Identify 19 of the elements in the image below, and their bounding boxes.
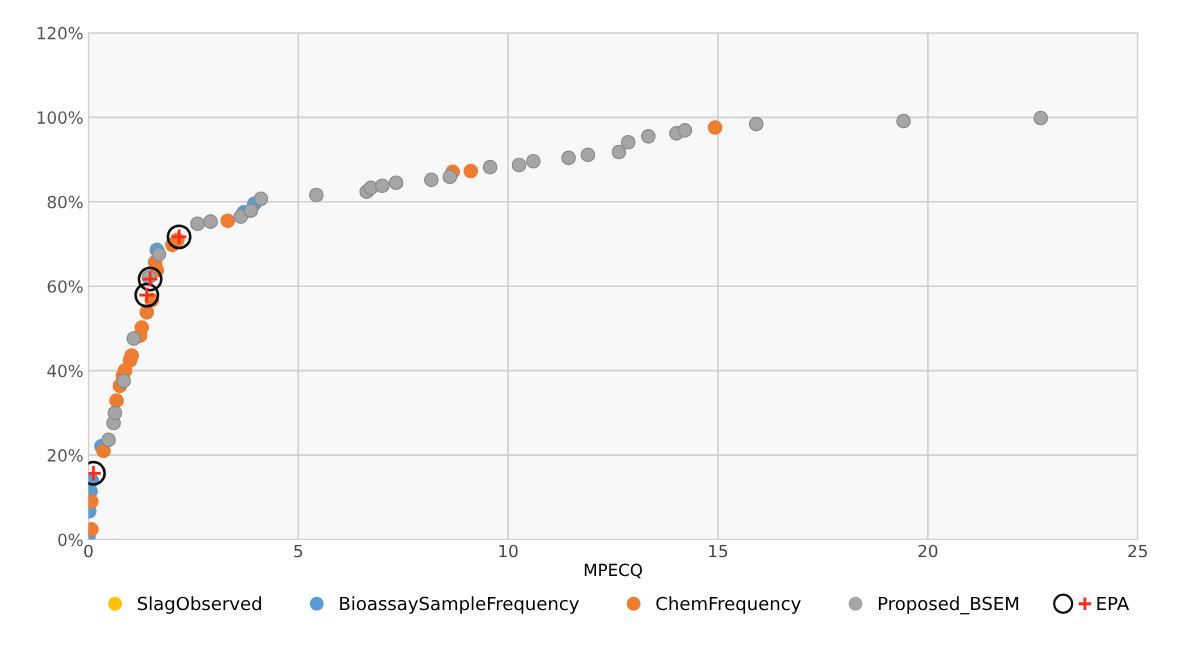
- y-tick-label: 120%: [37, 26, 83, 40]
- legend-label: EPA: [1097, 596, 1130, 611]
- x-axis-title: MPECQ: [584, 563, 642, 579]
- x-tick-label: 0: [84, 544, 93, 558]
- x-tick-label: 10: [499, 544, 518, 558]
- x-tick-label: 25: [1128, 544, 1147, 558]
- x-tick-label: 20: [918, 544, 938, 558]
- y-tick-label: 20%: [47, 449, 83, 462]
- legend-label: Proposed_BSEM: [878, 596, 1019, 615]
- legend-label: SlagObserved: [137, 596, 261, 614]
- legend-label: BioassaySampleFrequency: [340, 596, 579, 614]
- y-tick-label: 40%: [47, 364, 83, 378]
- y-tick-label: 80%: [47, 195, 83, 209]
- y-tick-label: 0%: [58, 533, 83, 547]
- x-tick-label: 15: [709, 544, 728, 558]
- y-tick-label: 100%: [37, 111, 83, 124]
- x-tick-label: 5: [294, 544, 303, 558]
- legend-label: ChemFrequency: [656, 596, 801, 614]
- y-tick-label: 60%: [47, 280, 83, 293]
